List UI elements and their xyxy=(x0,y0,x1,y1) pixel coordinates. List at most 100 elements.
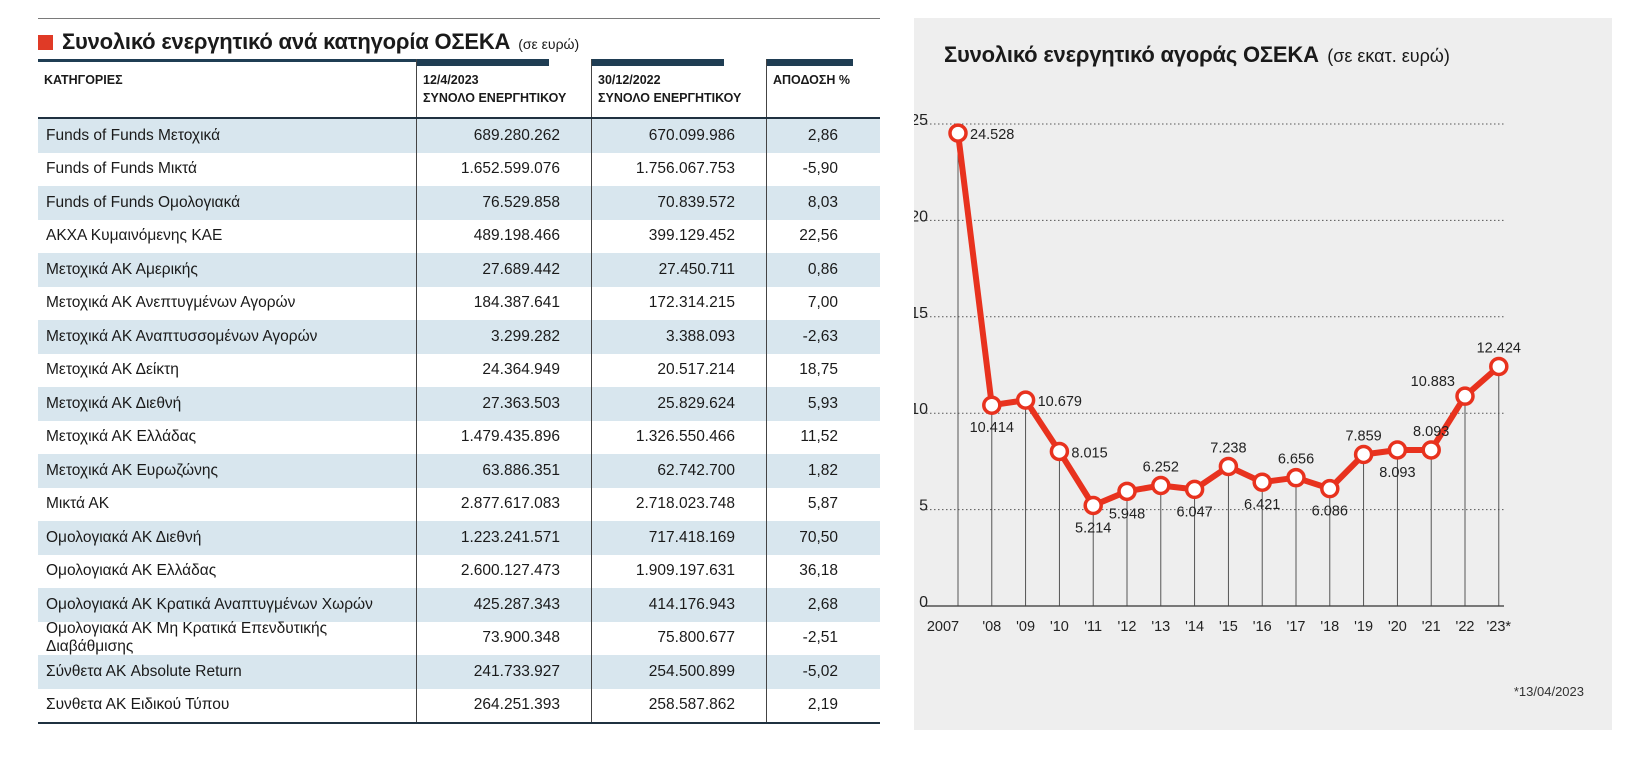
x-tick-label: '23* xyxy=(1487,619,1512,635)
row-value-2022: 399.129.452 xyxy=(591,219,766,253)
row-value-2022: 172.314.215 xyxy=(591,286,766,320)
row-value-2022: 75.800.677 xyxy=(591,621,766,655)
row-category: Μετοχικά ΑΚ Διεθνή xyxy=(46,394,182,412)
row-yield: 8,03 xyxy=(766,186,880,220)
row-yield: 1,82 xyxy=(766,454,880,488)
row-value-2023: 264.251.393 xyxy=(416,688,591,722)
row-category: Μετοχικά ΑΚ Ευρωζώνης xyxy=(46,461,218,479)
data-point xyxy=(1184,479,1205,500)
table-row: Σύνθετα ΑΚ Absolute Return 241.733.927 254… xyxy=(38,655,880,689)
row-value-2023: 425.287.343 xyxy=(416,588,591,622)
header-yield-label: ΑΠΟΔΟΣΗ % xyxy=(773,73,850,87)
row-category: Funds of Funds Μετοχικά xyxy=(46,126,221,144)
header-col-2022-date: 30/12/2022 xyxy=(598,73,661,87)
row-yield: -2,63 xyxy=(766,320,880,354)
x-tick-label: '11 xyxy=(1084,619,1102,635)
table-row: Ομολογιακά ΑΚ Ελλάδας 2.600.127.473 1.909.… xyxy=(38,554,880,588)
data-point xyxy=(1151,475,1171,496)
data-point xyxy=(1015,390,1036,410)
data-label: 6.421 xyxy=(1244,497,1280,513)
y-tick-label: 10 xyxy=(914,401,928,418)
row-yield: 5,87 xyxy=(766,487,880,521)
row-value-2022: 25.829.624 xyxy=(591,387,766,421)
data-point xyxy=(1353,444,1374,465)
row-value-2023: 27.689.442 xyxy=(416,253,591,287)
row-value-2023: 184.387.641 xyxy=(416,286,591,320)
x-tick-label: '08 xyxy=(982,619,1001,635)
x-tick-label: '22 xyxy=(1456,619,1475,635)
data-point xyxy=(1320,478,1340,499)
row-category: Ομολογιακά ΑΚ Ελλάδας xyxy=(46,562,217,580)
data-label: 10.414 xyxy=(970,420,1014,436)
row-value-2022: 254.500.899 xyxy=(591,655,766,689)
x-tick-label: '14 xyxy=(1185,619,1204,635)
data-label: 12.424 xyxy=(1477,340,1521,356)
row-yield: 0,86 xyxy=(766,253,880,287)
header-col-2023-date: 12/4/2023 xyxy=(423,73,479,87)
table-title: Συνολικό ενεργητικό ανά κατηγορία ΟΣΕΚΑ xyxy=(62,29,511,54)
data-label: 8.093 xyxy=(1413,424,1449,440)
row-category: Funds of Funds Μικτά xyxy=(46,160,197,178)
row-category: Συνθετα ΑΚ Ειδικού Τύπου xyxy=(46,696,230,714)
data-label: 5.948 xyxy=(1109,506,1145,522)
row-value-2022: 414.176.943 xyxy=(591,588,766,622)
x-tick-label: '18 xyxy=(1320,619,1339,635)
row-value-2023: 73.900.348 xyxy=(416,621,591,655)
row-value-2022: 258.587.862 xyxy=(591,688,766,722)
table-row: Συνθετα ΑΚ Ειδικού Τύπου 264.251.393 258.5… xyxy=(38,688,880,722)
table-unit: (σε ευρώ) xyxy=(518,36,580,52)
row-category: Ομολογιακά ΑΚ Διεθνή xyxy=(46,528,202,546)
y-tick-label: 0 xyxy=(919,594,928,611)
row-value-2023: 1.652.599.076 xyxy=(416,152,591,186)
header-category: ΚΑΤΗΓΟΡΙΕΣ xyxy=(38,59,416,117)
row-value-2023: 2.600.127.473 xyxy=(416,554,591,588)
header-col-2023: 12/4/2023 ΣΥΝΟΛΟ ΕΝΕΡΓΗΤΙΚΟΥ xyxy=(416,59,591,117)
x-tick-label: '16 xyxy=(1253,619,1272,635)
row-yield: 36,18 xyxy=(766,554,880,588)
row-yield: -5,02 xyxy=(766,655,880,689)
table-row: Μικτά ΑΚ 2.877.617.083 2.718.023.748 5,87 xyxy=(38,487,880,521)
row-value-2022: 27.450.711 xyxy=(591,253,766,287)
row-value-2022: 2.718.023.748 xyxy=(591,487,766,521)
y-tick-label: 15 xyxy=(914,305,928,322)
header-col-2022: 30/12/2022 ΣΥΝΟΛΟ ΕΝΕΡΓΗΤΙΚΟΥ xyxy=(591,59,766,117)
table-row: Ομολογιακά ΑΚ Κρατικά Αναπτυγμένων Χωρών… xyxy=(38,588,880,622)
x-tick-label: '10 xyxy=(1050,619,1069,635)
row-yield: 22,56 xyxy=(766,219,880,253)
header-yield: ΑΠΟΔΟΣΗ % xyxy=(766,59,880,117)
table-row: Μετοχικά ΑΚ Δείκτη 24.364.949 20.517.214 18… xyxy=(38,353,880,387)
data-label: 8.015 xyxy=(1071,445,1107,461)
data-label: 6.252 xyxy=(1143,459,1179,475)
x-tick-label: '19 xyxy=(1354,619,1373,635)
row-category: Μετοχικά ΑΚ Αναπτυσσομένων Αγορών xyxy=(46,327,318,345)
table-row: Μετοχικά ΑΚ Ελλάδας 1.479.435.896 1.326.55… xyxy=(38,420,880,454)
table-row: Μετοχικά ΑΚ Ανεπτυγμένων Αγορών 184.387.6… xyxy=(38,286,880,320)
table-title-row: Συνολικό ενεργητικό ανά κατηγορία ΟΣΕΚΑ … xyxy=(38,19,880,59)
table-row: Funds of Funds Μετοχικά 689.280.262 670.09… xyxy=(38,119,880,153)
row-value-2023: 2.877.617.083 xyxy=(416,487,591,521)
data-point xyxy=(1252,472,1272,492)
table-body: Funds of Funds Μετοχικά 689.280.262 670.09… xyxy=(38,119,880,724)
row-value-2022: 1.909.197.631 xyxy=(591,554,766,588)
table-row: Funds of Funds Ομολογιακά 76.529.858 70.83… xyxy=(38,186,880,220)
data-point xyxy=(1117,481,1137,502)
y-tick-label: 20 xyxy=(914,208,928,225)
x-tick-label: 2007 xyxy=(927,619,959,635)
row-yield: 2,86 xyxy=(766,119,880,153)
data-point xyxy=(1455,386,1475,406)
row-value-2023: 27.363.503 xyxy=(416,387,591,421)
data-point xyxy=(1421,440,1441,460)
row-yield: 2,19 xyxy=(766,688,880,722)
data-label: 6.086 xyxy=(1312,504,1348,520)
data-label: 7.238 xyxy=(1210,440,1246,456)
data-point xyxy=(1387,440,1408,460)
data-label: 24.528 xyxy=(970,127,1014,143)
row-value-2022: 20.517.214 xyxy=(591,353,766,387)
row-category: Μετοχικά ΑΚ Ελλάδας xyxy=(46,428,197,446)
row-yield: 70,50 xyxy=(766,521,880,555)
row-value-2023: 63.886.351 xyxy=(416,454,591,488)
row-category: Ομολογιακά ΑΚ Κρατικά Αναπτυγμένων Χωρών xyxy=(46,595,373,613)
data-label: 7.859 xyxy=(1345,428,1381,444)
row-value-2023: 241.733.927 xyxy=(416,655,591,689)
row-category: Μικτά ΑΚ xyxy=(46,495,110,513)
